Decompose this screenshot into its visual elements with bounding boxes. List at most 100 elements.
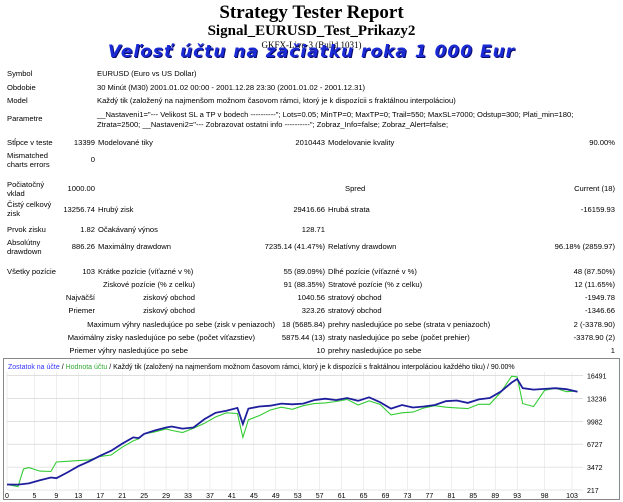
x-tick-label: 98 (541, 493, 549, 500)
pf-label: Prvok zisku (7, 225, 46, 234)
params-line-2: Ztrata=2500; __Nastaveni2="--- Zobrazova… (97, 120, 449, 129)
x-tick-label: 45 (250, 493, 258, 500)
max-consec-losses-value: 2 (-3378.90) (573, 320, 615, 329)
payoff-value: 128.71 (301, 225, 325, 234)
absdd-label-1: Absolútny (7, 238, 41, 247)
x-tick-label: 77 (426, 493, 434, 500)
model-label: Model (7, 96, 28, 105)
report-title: Strategy Tester Report (219, 2, 404, 23)
y-tick-label: 9982 (587, 419, 603, 426)
maxdd-label: Maximálny drawdown (98, 242, 172, 251)
max-consec-wins-value: 18 (5685.84) (281, 320, 325, 329)
short-label: Krátke pozície (víťazné v %) (98, 267, 194, 276)
total-trades-value: 103 (82, 267, 95, 276)
x-tick-label: 0 (5, 493, 9, 500)
deposit-label-2: vklad (7, 189, 25, 198)
average-loss-value: -1346.66 (585, 306, 615, 315)
x-tick-label: 65 (360, 493, 368, 500)
x-axis-labels: 0 5 9 13 17 21 25 29 33 37 41 45 49 53 57 61 65 69 73 77 81 8… (5, 493, 578, 500)
y-tick-label: 217 (587, 488, 599, 495)
maximal-losses-label: straty nasledujúce po sebe (počet prehie… (328, 333, 470, 342)
reldd-value: 96.18% (2859.97) (554, 242, 615, 251)
chart-frame (3, 358, 620, 500)
x-tick-label: 17 (96, 493, 104, 500)
max-consec-wins-label: Maximum výhry nasledujúce po sebe (zisk … (87, 320, 275, 329)
largest-loss-label: stratový obchod (328, 293, 382, 302)
x-tick-label: 5 (32, 493, 36, 500)
chart-lines (6, 375, 578, 488)
x-tick-label: 9 (54, 493, 58, 500)
reldd-label: Relatívny drawdown (328, 242, 397, 251)
legend-equity: Hodnota účtu (66, 364, 108, 371)
spread-label: Spred (345, 184, 366, 193)
netprofit-label-2: zisk (7, 209, 21, 218)
grossprofit-label: Hrubý zisk (98, 205, 134, 214)
balance-chart: Zostatok na účte / Hodnota účtu / Každý … (3, 358, 620, 500)
legend-balance: Zostatok na účte (8, 364, 60, 371)
pf-value: 1.82 (80, 225, 95, 234)
maximal-wins-label: Maximálny zisky nasledujúce po sebe (poč… (67, 333, 255, 342)
netprofit-value: 13256.74 (63, 205, 95, 214)
chart-legend: Zostatok na účte / Hodnota účtu / Každý … (8, 364, 515, 371)
short-value: 55 (89.09%) (283, 267, 325, 276)
quality-value: 90.00% (589, 138, 615, 147)
spread-value: Current (18) (574, 184, 615, 193)
grossprofit-value: 29416.66 (293, 205, 325, 214)
x-tick-label: 25 (140, 493, 148, 500)
x-tick-label: 33 (184, 493, 192, 500)
mismatch-label-1: Mismatched (7, 151, 48, 160)
legend-description: / Každý tik (založený na najmenšom možno… (107, 364, 514, 371)
report-subtitle: Signal_EURUSD_Test_Prikazy2 (207, 23, 416, 39)
loss-trades-label: Stratové pozície (% z celku) (328, 280, 423, 289)
netprofit-label-1: Čistý celkový (7, 200, 52, 209)
symbol-label: Symbol (7, 69, 33, 78)
avg-consec-losses-label: prehry nasledujúce po sebe (328, 346, 422, 355)
model-value: Každý tik (založený na najmenšom možnom … (97, 96, 456, 105)
x-tick-label: 37 (206, 493, 214, 500)
long-value: 48 (87.50%) (573, 267, 615, 276)
period-label: Obdobie (7, 83, 36, 92)
overlay-caption: Veľosť účtu na začiatku roka 1 000 Eur (107, 42, 516, 62)
ticks-label: Modelované tiky (98, 138, 153, 147)
deposit-value: 1000.00 (67, 184, 95, 193)
loss-trades-value: 12 (11.65%) (574, 280, 615, 289)
avg-consec-losses-value: 1 (610, 346, 615, 355)
maxdd-value: 7235.14 (41.47%) (264, 242, 325, 251)
x-tick-label: 89 (491, 493, 499, 500)
total-trades-label: Všetky pozície (7, 267, 56, 276)
avg-consec-wins-label: Priemer výhry nasledujúce po sebe (69, 346, 188, 355)
server-build: GKFX-Live-3 (Build 1031) (261, 40, 362, 50)
average-loss-label: stratový obchod (328, 306, 382, 315)
grossloss-label: Hrubá strata (328, 205, 370, 214)
largest-profit-label: ziskový obchod (143, 293, 195, 302)
absdd-label-2: drawdown (7, 247, 42, 256)
quality-label: Modelovanie kvality (328, 138, 395, 147)
mismatch-value: 0 (90, 155, 95, 164)
symbol-value: EURUSD (Euro vs US Dollar) (97, 69, 197, 78)
x-tick-label: 57 (316, 493, 324, 500)
x-tick-label: 13 (74, 493, 82, 500)
chart-grid (6, 372, 583, 491)
y-tick-label: 13236 (587, 396, 607, 403)
profit-trades-label: Ziskové pozície (% z celku) (103, 280, 195, 289)
x-tick-label: 93 (513, 493, 521, 500)
x-tick-label: 81 (447, 493, 455, 500)
x-tick-label: 29 (162, 493, 170, 500)
deposit-label-1: Počiatočný (7, 180, 45, 189)
x-tick-label: 53 (294, 493, 302, 500)
bars-label: Stĺpce v teste (7, 138, 53, 147)
y-tick-label: 6727 (587, 442, 603, 449)
average-profit-label: ziskový obchod (143, 306, 195, 315)
y-tick-label: 3472 (587, 465, 603, 472)
average-label: Priemer (68, 306, 95, 315)
y-axis-labels: 217 3472 6727 9982 13236 16491 (587, 374, 607, 495)
x-tick-label: 49 (272, 493, 280, 500)
max-consec-losses-label: prehry nasledujúce po sebe (strata v pen… (328, 320, 491, 329)
x-tick-label: 41 (228, 493, 236, 500)
average-profit-value: 323.26 (301, 306, 325, 315)
absdd-value: 886.26 (71, 242, 95, 251)
x-tick-label: 103 (566, 493, 578, 500)
ticks-value: 2010443 (295, 138, 325, 147)
bars-value: 13399 (73, 138, 95, 147)
balance-line (6, 377, 578, 486)
